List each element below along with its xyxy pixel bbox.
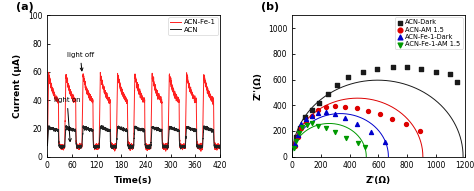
Y-axis label: Z''(Ω): Z''(Ω) [254,72,263,100]
ACN-Fe-1 [64,81,70,83]
ACN-Fe-1-AM 1.5 [331,131,339,134]
ACN-Dark [359,70,366,73]
ACN-Fe-1-Dark [291,143,299,146]
ACN-Fe-1 [111,146,117,148]
ACN-Fe-1-AM 1.5 [322,127,330,130]
ACN [64,126,70,128]
ACN [164,148,170,150]
ACN-Fe-1-Dark [298,123,305,126]
ACN-Dark [454,81,461,84]
ACN-AM 1.5 [302,120,310,123]
ACN-Fe-1-AM 1.5 [291,147,298,150]
ACN-Fe-1 [46,71,52,73]
ACN-Fe-1 [195,144,201,146]
ACN-Fe-1-Dark [353,123,361,126]
ACN-Dark [345,75,352,79]
ACN-AM 1.5 [291,144,299,147]
ACN-AM 1.5 [341,105,349,108]
Y-axis label: Current (μA): Current (μA) [13,54,22,118]
Text: (a): (a) [17,2,34,12]
ACN-Dark [373,68,381,71]
ACN-Dark [316,101,323,104]
Legend: ACN-Fe-1, ACN: ACN-Fe-1, ACN [168,17,218,35]
X-axis label: Z'(Ω): Z'(Ω) [366,176,391,185]
ACN-Dark [333,83,340,86]
ACN-Dark [292,136,300,139]
Legend: ACN-Dark, ACN-AM 1.5, ACN-Fe-1-Dark, ACN-Fe-1-AM 1.5: ACN-Dark, ACN-AM 1.5, ACN-Fe-1-Dark, ACN… [394,17,463,49]
ACN-Dark [389,65,396,68]
ACN-Dark [309,109,316,112]
ACN-Fe-1-AM 1.5 [295,132,303,135]
ACN-Fe-1-Dark [302,118,310,121]
ACN-AM 1.5 [388,117,396,120]
Text: light on: light on [54,97,81,142]
ACN-AM 1.5 [308,114,315,117]
ACN-Dark [447,73,454,76]
ACN [45,144,50,147]
ACN-Fe-1 [198,150,204,152]
ACN-Fe-1 [45,143,50,146]
ACN-Fe-1-AM 1.5 [308,122,316,125]
ACN-AM 1.5 [416,129,424,132]
ACN-Fe-1-Dark [294,133,301,136]
ACN-AM 1.5 [365,109,372,112]
ACN-Fe-1-AM 1.5 [299,126,306,129]
ACN [195,144,201,147]
ACN-Fe-1 [74,143,80,145]
ACN [118,126,124,128]
ACN-AM 1.5 [298,126,305,129]
ACN-AM 1.5 [402,123,410,126]
ACN-Dark [432,70,439,73]
Line: ACN: ACN [47,125,220,149]
ACN-Fe-1 [217,145,223,148]
ACN-AM 1.5 [314,109,322,112]
ACN-Fe-1-AM 1.5 [314,124,321,127]
ACN-Fe-1-AM 1.5 [303,123,310,126]
ACN [217,144,223,146]
ACN-Fe-1-AM 1.5 [343,137,350,140]
ACN-Fe-1-Dark [381,140,389,143]
ACN-Fe-1-AM 1.5 [292,139,300,142]
ACN-Fe-1-Dark [331,112,338,116]
ACN-AM 1.5 [294,135,301,138]
Text: (b): (b) [261,2,279,12]
ACN [111,146,117,149]
ACN-Fe-1 [214,145,219,147]
ACN-AM 1.5 [322,106,330,109]
Line: ACN-Fe-1: ACN-Fe-1 [47,72,220,151]
ACN-Fe-1-AM 1.5 [354,142,361,145]
ACN-AM 1.5 [353,107,361,110]
ACN [63,124,69,127]
ACN-Fe-1-Dark [367,131,375,134]
ACN-Fe-1-Dark [308,114,315,117]
ACN-Fe-1-AM 1.5 [361,146,368,149]
ACN-Fe-1 [118,86,124,89]
ACN-Fe-1-Dark [322,111,330,114]
ACN-Dark [403,66,411,69]
ACN-Dark [324,92,332,95]
ACN-AM 1.5 [376,113,383,116]
ACN [74,145,80,147]
ACN-Dark [418,67,425,70]
Text: light off: light off [67,52,94,71]
ACN-Dark [296,127,304,130]
ACN-AM 1.5 [331,104,338,107]
ACN-Dark [301,116,309,119]
ACN-Fe-1-Dark [314,111,321,114]
ACN-Fe-1-Dark [341,117,349,120]
X-axis label: Time(s): Time(s) [114,176,153,185]
ACN [214,147,219,149]
